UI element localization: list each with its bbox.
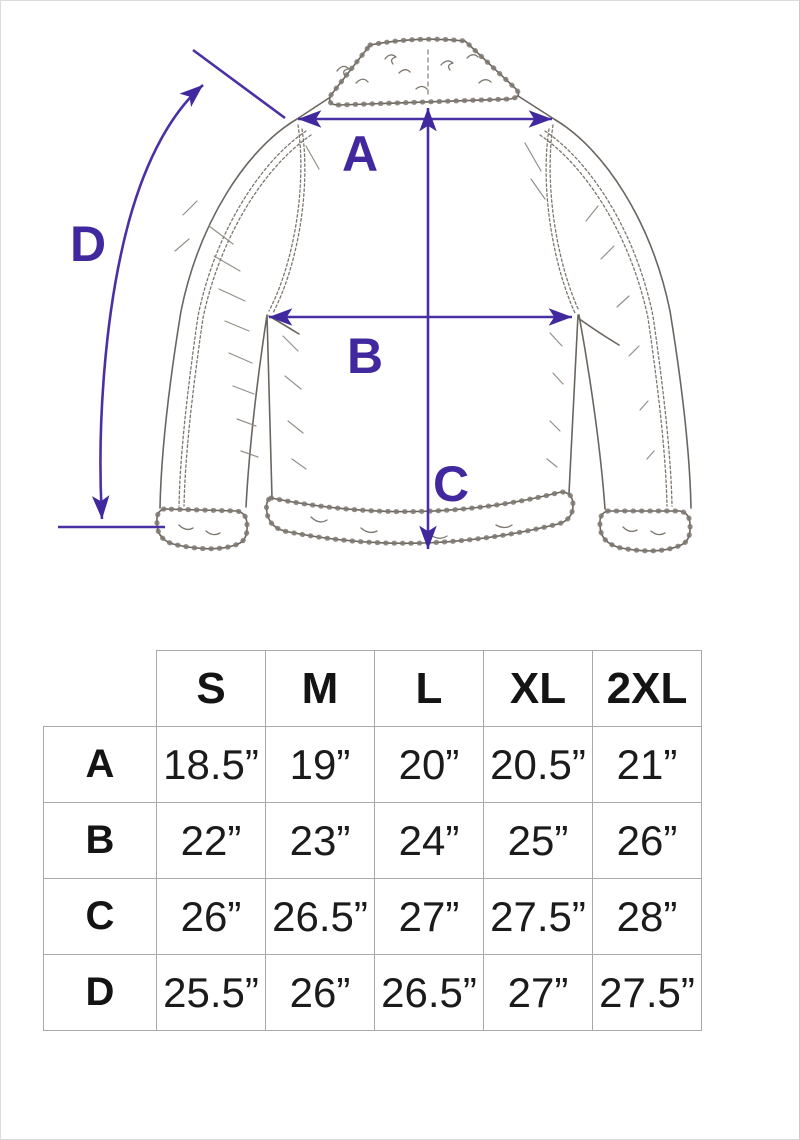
size-value-cell: 26” bbox=[592, 802, 702, 879]
size-value-cell: 26” bbox=[265, 954, 375, 1031]
size-value-cell: 19” bbox=[265, 726, 375, 803]
table-header-row: S M L XL 2XL bbox=[44, 650, 702, 727]
row-label-c: C bbox=[43, 878, 157, 955]
row-label-b: B bbox=[43, 802, 157, 879]
fur-collar bbox=[327, 36, 521, 108]
size-value-cell: 23” bbox=[265, 802, 375, 879]
left-cuff bbox=[154, 506, 250, 552]
size-value-cell: 26.5” bbox=[265, 878, 375, 955]
jacket-sketch bbox=[154, 36, 693, 554]
measure-d-top-tick bbox=[192, 48, 286, 120]
jacket-measurement-diagram: A B C D bbox=[58, 36, 693, 554]
measure-label-c: C bbox=[433, 456, 469, 512]
size-value-cell: 27” bbox=[483, 954, 593, 1031]
size-value-cell: 28” bbox=[592, 878, 702, 955]
size-value-cell: 26” bbox=[156, 878, 266, 955]
size-value-cell: 21” bbox=[592, 726, 702, 803]
header-size-l: L bbox=[374, 650, 484, 727]
jacket-outline bbox=[159, 93, 692, 510]
size-value-cell: 20.5” bbox=[483, 726, 593, 803]
hatch-marks bbox=[174, 142, 655, 470]
header-size-2xl: 2XL bbox=[592, 650, 702, 727]
header-size-m: M bbox=[265, 650, 375, 727]
row-label-d: D bbox=[43, 954, 157, 1031]
row-label-a: A bbox=[43, 726, 157, 803]
size-value-cell: 27.5” bbox=[592, 954, 702, 1031]
measure-arrow-d bbox=[91, 84, 204, 520]
size-value-cell: 27.5” bbox=[483, 878, 593, 955]
size-chart-table: S M L XL 2XL A 18.5” 19” 20” 20.5” 21” B… bbox=[43, 650, 702, 1031]
table-row-c: C 26” 26.5” 27” 27.5” 28” bbox=[43, 878, 702, 955]
header-size-s: S bbox=[156, 650, 266, 727]
size-value-cell: 26.5” bbox=[374, 954, 484, 1031]
seam-stitching bbox=[178, 124, 673, 507]
size-value-cell: 25” bbox=[483, 802, 593, 879]
size-value-cell: 27” bbox=[374, 878, 484, 955]
size-value-cell: 18.5” bbox=[156, 726, 266, 803]
size-value-cell: 25.5” bbox=[156, 954, 266, 1031]
size-value-cell: 24” bbox=[374, 802, 484, 879]
header-size-xl: XL bbox=[483, 650, 593, 727]
size-value-cell: 20” bbox=[374, 726, 484, 803]
table-row-d: D 25.5” 26” 26.5” 27” 27.5” bbox=[43, 954, 702, 1031]
table-row-b: B 22” 23” 24” 25” 26” bbox=[43, 802, 702, 879]
measure-label-a: A bbox=[342, 126, 378, 182]
measurement-arrows bbox=[58, 48, 573, 550]
right-cuff bbox=[597, 508, 693, 554]
measure-label-d: D bbox=[70, 216, 106, 272]
measure-label-b: B bbox=[347, 328, 383, 384]
table-row-a: A 18.5” 19” 20” 20.5” 21” bbox=[43, 726, 702, 803]
table-corner-cell bbox=[44, 651, 157, 727]
fur-squiggles bbox=[178, 54, 666, 539]
size-value-cell: 22” bbox=[156, 802, 266, 879]
